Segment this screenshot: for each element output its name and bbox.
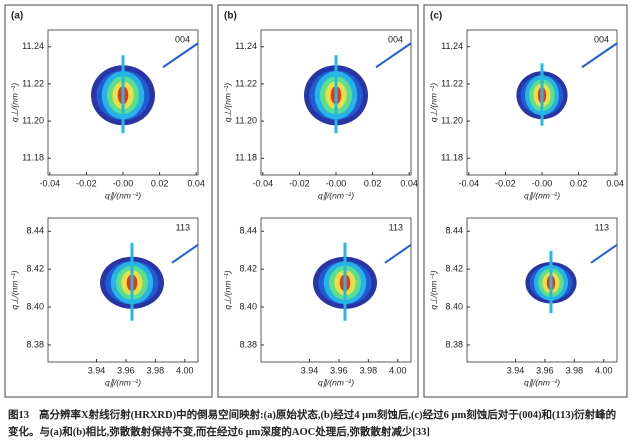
streak [581, 42, 618, 69]
x-tick-label: 0.02 [570, 178, 588, 188]
x-tick-label: 4.00 [595, 365, 613, 375]
y-tick-label: 8.42 [26, 264, 44, 274]
x-tick-label: 3.98 [147, 365, 165, 375]
y-axis-label: q⊥/(nm⁻¹) [222, 270, 232, 309]
x-tick-label: -0.04 [459, 178, 480, 188]
streak [590, 243, 618, 264]
x-tick-label: 3.98 [566, 365, 584, 375]
y-tick-label: 8.42 [239, 264, 257, 274]
y-tick-label: 11.22 [441, 78, 463, 88]
panel-label: (a) [11, 11, 23, 22]
y-tick-label: 8.44 [239, 226, 257, 236]
figure: (a) 004 -0.04 -0.02 -0.00 0.02 0.04 11.18 11.20 1… [4, 4, 628, 398]
y-tick-label: 8.40 [26, 301, 44, 311]
streak [384, 243, 412, 264]
y-axis-label: q⊥/(nm⁻¹) [222, 83, 232, 122]
y-axis-label: q⊥/(nm⁻¹) [428, 83, 438, 122]
reflection-tag: 113 [595, 222, 609, 232]
y-tick-label: 8.42 [445, 264, 463, 274]
streak [171, 243, 199, 264]
y-tick-label: 8.44 [26, 226, 44, 236]
x-tick-label: 3.94 [301, 365, 319, 375]
y-tick-label: 8.44 [445, 226, 463, 236]
x-axis-label: q∥/(nm⁻¹) [524, 190, 560, 200]
x-tick-label: 3.94 [88, 365, 106, 375]
x-tick-label: 4.00 [176, 365, 194, 375]
y-tick-label: 11.24 [235, 41, 257, 51]
x-tick-label: -0.04 [253, 178, 274, 188]
streak [375, 42, 412, 69]
x-tick-label: 0.04 [187, 178, 205, 188]
y-tick-label: 11.20 [441, 115, 463, 125]
x-tick-label: 0.04 [400, 178, 418, 188]
x-tick-label: -0.02 [289, 178, 310, 188]
y-tick-label: 11.20 [235, 115, 257, 125]
x-axis-label: q∥/(nm⁻¹) [318, 190, 354, 200]
panel-frame [217, 4, 419, 398]
x-tick-label: 0.04 [606, 178, 624, 188]
x-axis-label: q∥/(nm⁻¹) [105, 190, 141, 200]
y-tick-label: 8.38 [26, 339, 44, 349]
x-tick-label: 3.96 [536, 365, 554, 375]
y-tick-label: 11.18 [235, 153, 257, 163]
panel-frame [4, 4, 213, 398]
x-tick-label: 3.98 [360, 365, 378, 375]
x-tick-label: -0.04 [40, 178, 61, 188]
y-tick-label: 11.20 [22, 115, 44, 125]
x-tick-label: 3.96 [330, 365, 348, 375]
reflection-tag: 113 [176, 222, 190, 232]
y-tick-label: 11.24 [441, 41, 463, 51]
x-tick-label: -0.02 [76, 178, 97, 188]
x-tick-label: -0.00 [532, 178, 553, 188]
x-tick-label: 0.02 [364, 178, 382, 188]
streak [162, 42, 199, 69]
y-tick-label: 11.22 [22, 78, 44, 88]
y-tick-label: 11.18 [441, 153, 463, 163]
caption-label: 图13 [8, 410, 29, 421]
x-tick-label: -0.00 [326, 178, 347, 188]
plot-frame [47, 217, 199, 363]
y-tick-label: 11.22 [235, 78, 257, 88]
y-tick-label: 11.24 [22, 41, 44, 51]
caption-text: 高分辨率X射线衍射(HRXRD)中的倒易空间映射:(a)原始状态,(b)经过4 … [8, 410, 617, 438]
reflection-tag: 004 [594, 34, 609, 44]
x-axis-label: q∥/(nm⁻¹) [524, 377, 560, 387]
panel-frame [423, 4, 628, 398]
y-tick-label: 8.40 [445, 301, 463, 311]
y-tick-label: 8.38 [239, 339, 257, 349]
y-axis-label: q⊥/(nm⁻¹) [9, 270, 19, 309]
panel-label: (b) [224, 11, 237, 22]
y-tick-label: 8.40 [239, 301, 257, 311]
x-tick-label: 4.00 [389, 365, 407, 375]
x-axis-label: q∥/(nm⁻¹) [318, 377, 354, 387]
x-tick-label: -0.00 [113, 178, 134, 188]
y-tick-label: 8.38 [445, 339, 463, 349]
plot-frame [260, 217, 412, 363]
plot-frame [466, 217, 618, 363]
panel-label: (c) [430, 11, 442, 22]
x-tick-label: 3.94 [507, 365, 525, 375]
reflection-tag: 004 [388, 34, 403, 44]
x-tick-label: 3.96 [117, 365, 135, 375]
x-axis-label: q∥/(nm⁻¹) [105, 377, 141, 387]
x-tick-label: 0.02 [151, 178, 169, 188]
reflection-tag: 113 [389, 222, 403, 232]
y-axis-label: q⊥/(nm⁻¹) [9, 83, 19, 122]
y-tick-label: 11.18 [22, 153, 44, 163]
x-tick-label: -0.02 [495, 178, 516, 188]
reflection-tag: 004 [175, 34, 190, 44]
y-axis-label: q⊥/(nm⁻¹) [428, 270, 438, 309]
caption: 图13 高分辨率X射线衍射(HRXRD)中的倒易空间映射:(a)原始状态,(b)经… [8, 407, 626, 441]
